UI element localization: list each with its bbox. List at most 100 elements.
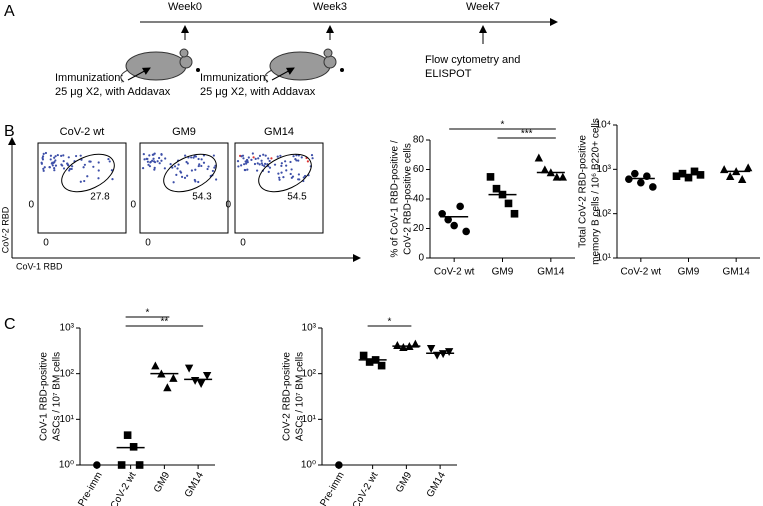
y-tick-label: 10¹ xyxy=(60,414,75,425)
flow-event xyxy=(41,158,45,161)
flow-event xyxy=(79,180,82,183)
flow-event xyxy=(179,170,182,173)
flow-event xyxy=(148,154,151,157)
injection-arrow xyxy=(271,67,295,81)
flow-event xyxy=(237,165,240,168)
flow-event xyxy=(242,157,245,160)
flow-event xyxy=(153,166,156,169)
x-tick-label: GM14 xyxy=(183,470,206,499)
flow-event xyxy=(97,177,100,180)
panel-letter: A xyxy=(4,3,15,20)
flow-event xyxy=(171,166,174,169)
y-axis-label: CoV-2 RBD-positive xyxy=(282,352,293,441)
flow-event xyxy=(284,160,287,163)
flow-event xyxy=(79,154,82,157)
flow-event xyxy=(207,165,210,168)
x-tick-label: CoV-2 wt xyxy=(434,267,475,278)
flow-event xyxy=(258,154,262,157)
flow-event xyxy=(198,163,201,166)
flow-event xyxy=(194,155,198,158)
flow-event xyxy=(54,159,57,162)
flow-event xyxy=(156,160,159,163)
flow-event xyxy=(267,170,270,173)
flow-event xyxy=(261,163,264,167)
y-tick-label: 10¹ xyxy=(302,414,317,425)
data-point xyxy=(129,443,138,451)
flow-event xyxy=(67,164,70,167)
flow-event xyxy=(51,164,54,167)
flow-gate xyxy=(61,153,115,193)
readout-text: ELISPOT xyxy=(425,68,472,80)
flow-event xyxy=(254,157,257,161)
flow-event xyxy=(211,169,215,173)
flow-event xyxy=(60,154,63,157)
x-tick-label: GM14 xyxy=(723,267,751,278)
flow-event xyxy=(68,167,72,171)
flow-event xyxy=(43,166,46,169)
y-axis-label: CoV-2 RBD-positive cells xyxy=(403,143,414,255)
data-point xyxy=(737,174,747,183)
readout-text: Flow cytometry and xyxy=(425,54,520,66)
flow-event xyxy=(41,155,45,158)
flow-event xyxy=(163,167,166,170)
flow-event xyxy=(160,153,163,156)
flow-event xyxy=(53,166,56,170)
data-point xyxy=(678,169,687,178)
flow-event xyxy=(176,167,179,170)
flow-event xyxy=(280,171,283,174)
flow-event xyxy=(251,152,254,155)
flow-event xyxy=(107,157,110,161)
flow-event xyxy=(285,164,288,167)
data-point xyxy=(492,184,501,193)
flow-event xyxy=(44,151,48,155)
data-point xyxy=(444,348,454,357)
data-point xyxy=(202,371,212,380)
data-point xyxy=(486,173,495,181)
data-point xyxy=(510,209,519,218)
flow-event xyxy=(262,153,265,156)
flow-event xyxy=(186,174,189,177)
flow-zero: 0 xyxy=(240,238,246,249)
flow-event xyxy=(49,158,52,161)
flow-event xyxy=(53,156,56,159)
flow-event xyxy=(280,162,283,165)
y-tick-label: 10² xyxy=(597,208,612,219)
data-point xyxy=(504,199,513,208)
significance-label: * xyxy=(501,120,505,131)
flow-event xyxy=(190,169,193,172)
flow-event xyxy=(297,173,300,176)
x-tick-label: CoV-2 wt xyxy=(351,470,381,506)
flow-event xyxy=(54,164,58,167)
immunization-text: Immunization; xyxy=(200,72,268,84)
flow-event xyxy=(289,160,292,164)
flow-event xyxy=(279,154,282,157)
y-tick-label: 10⁴ xyxy=(596,120,611,131)
x-tick-label: Pre-imm xyxy=(76,470,104,506)
flow-event xyxy=(153,168,156,171)
flow-event xyxy=(184,154,187,157)
flow-event xyxy=(243,168,246,172)
x-tick-label: GM14 xyxy=(425,470,448,499)
y-tick-label: 10³ xyxy=(597,164,612,175)
flow-event xyxy=(61,164,64,167)
flow-zero: 0 xyxy=(130,200,136,211)
data-point xyxy=(552,172,562,181)
flow-event xyxy=(53,169,56,172)
data-point xyxy=(462,227,470,236)
flow-event xyxy=(200,158,203,161)
flow-event xyxy=(175,173,178,176)
y-tick-label: 10⁰ xyxy=(301,460,316,471)
flow-event xyxy=(97,169,100,172)
x-tick-label: GM14 xyxy=(537,267,565,278)
y-axis-label: ASCs / 10⁷ BM cells xyxy=(295,352,306,441)
y-tick-label: 60 xyxy=(413,164,425,175)
flow-event xyxy=(83,179,86,183)
flow-event xyxy=(42,167,45,170)
flow-event xyxy=(148,165,152,168)
flow-event xyxy=(247,156,250,159)
flow-event xyxy=(278,176,281,179)
flow-event xyxy=(92,165,95,168)
flow-event xyxy=(48,166,51,169)
flow-box xyxy=(234,142,324,234)
flow-event xyxy=(71,165,74,168)
